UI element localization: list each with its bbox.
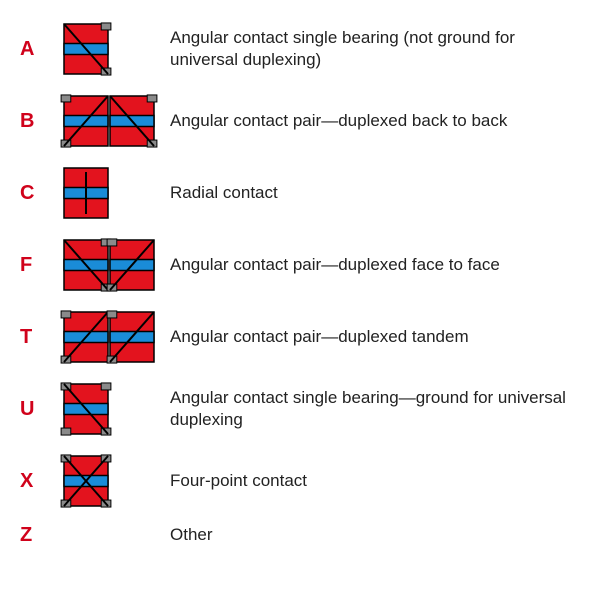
bearing-icon xyxy=(60,92,170,150)
legend-description: Angular contact single bearing (not grou… xyxy=(170,27,580,71)
legend-row: U Angular contact single bearing—ground f… xyxy=(20,380,580,438)
legend-description: Angular contact pair—duplexed back to ba… xyxy=(170,110,580,132)
legend-row: X Four-point contact xyxy=(20,452,580,510)
legend-code: F xyxy=(20,254,60,277)
legend-code: B xyxy=(20,110,60,133)
legend-code: T xyxy=(20,326,60,349)
legend-row: A Angular contact single bearing (not gro… xyxy=(20,20,580,78)
legend-row: T Angular contact pair—duplexed tandem xyxy=(20,308,580,366)
legend-code: U xyxy=(20,398,60,421)
bearing-icon xyxy=(60,236,170,294)
legend-row: Z Other xyxy=(20,524,580,547)
legend-code: X xyxy=(20,470,60,493)
legend-description: Angular contact pair—duplexed tandem xyxy=(170,326,580,348)
legend-row: F Angular contact pair—duplexed face to f… xyxy=(20,236,580,294)
bearing-icon xyxy=(60,20,170,78)
legend-description: Other xyxy=(170,524,580,546)
legend-code: C xyxy=(20,182,60,205)
bearing-icon xyxy=(60,380,170,438)
legend-row: C Radial contact xyxy=(20,164,580,222)
legend-description: Four-point contact xyxy=(170,470,580,492)
bearing-icon xyxy=(60,452,170,510)
bearing-icon xyxy=(60,164,170,222)
legend-code: A xyxy=(20,38,60,61)
bearing-icon xyxy=(60,308,170,366)
legend-description: Angular contact pair—duplexed face to fa… xyxy=(170,254,580,276)
bearing-legend: A Angular contact single bearing (not gro… xyxy=(20,20,580,547)
legend-description: Radial contact xyxy=(170,182,580,204)
legend-row: B Angular contact pair—duplexed back to b… xyxy=(20,92,580,150)
legend-code: Z xyxy=(20,524,60,547)
legend-description: Angular contact single bearing—ground fo… xyxy=(170,387,580,431)
